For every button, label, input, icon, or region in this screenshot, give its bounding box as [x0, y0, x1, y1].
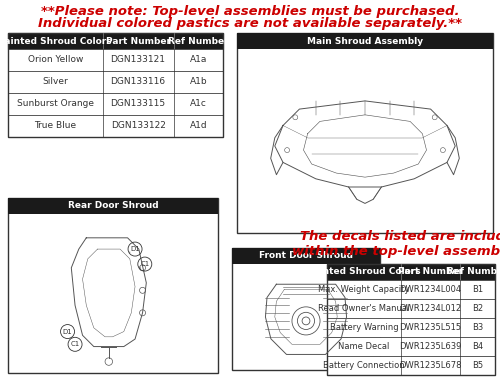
Text: Rear Door Shroud: Rear Door Shroud	[68, 202, 158, 210]
Bar	[8, 198, 218, 214]
Text: Ref Number: Ref Number	[168, 36, 228, 45]
Bar	[327, 280, 495, 299]
Text: DWR1234L004: DWR1234L004	[400, 285, 462, 294]
Text: Name Decal: Name Decal	[338, 342, 390, 351]
Text: B3: B3	[472, 323, 483, 332]
Bar	[8, 33, 223, 137]
Text: Silver: Silver	[42, 77, 68, 86]
Text: DWR1235L515: DWR1235L515	[400, 323, 462, 332]
Text: DWR1235L639: DWR1235L639	[399, 342, 462, 351]
Text: D1: D1	[62, 329, 72, 335]
Text: within the top-level assemblies.: within the top-level assemblies.	[292, 246, 500, 258]
Text: A1d: A1d	[190, 122, 207, 130]
Text: Individual colored pastics are not available separately.**: Individual colored pastics are not avail…	[38, 17, 462, 30]
Text: Painted Shroud Colors: Painted Shroud Colors	[0, 36, 112, 45]
Text: Battery Warning: Battery Warning	[330, 323, 398, 332]
Bar	[327, 318, 495, 337]
Text: C1: C1	[70, 341, 80, 347]
Text: True Blue: True Blue	[34, 122, 76, 130]
Bar	[237, 33, 493, 49]
Text: DGN133121: DGN133121	[110, 55, 166, 64]
Text: A1a: A1a	[190, 55, 207, 64]
Text: DWR1235L678: DWR1235L678	[399, 361, 462, 370]
Bar	[8, 115, 223, 137]
Text: Read Owner's Manual: Read Owner's Manual	[318, 304, 410, 313]
Text: Ref Number: Ref Number	[447, 268, 500, 277]
Text: B5: B5	[472, 361, 483, 370]
Text: C1: C1	[140, 261, 149, 267]
Text: A1c: A1c	[190, 100, 206, 108]
Bar	[327, 337, 495, 356]
Bar	[8, 93, 223, 115]
Text: B4: B4	[472, 342, 483, 351]
Text: Painted Shroud Colors: Painted Shroud Colors	[307, 268, 421, 277]
Text: Part Number: Part Number	[398, 268, 463, 277]
Bar	[327, 264, 495, 375]
Text: Max. Weight Capacity: Max. Weight Capacity	[318, 285, 410, 294]
Text: Sunburst Orange: Sunburst Orange	[17, 100, 94, 108]
Text: A1b: A1b	[190, 77, 207, 86]
Bar	[8, 71, 223, 93]
Text: Main Shroud Assembly: Main Shroud Assembly	[307, 36, 423, 45]
Bar	[8, 33, 223, 49]
Bar	[237, 33, 493, 233]
Text: DWR1234L012: DWR1234L012	[400, 304, 462, 313]
Text: The decals listed are included: The decals listed are included	[300, 230, 500, 243]
Text: Front Door Shroud: Front Door Shroud	[259, 252, 353, 260]
Text: B2: B2	[472, 304, 483, 313]
Bar	[232, 248, 380, 264]
Text: DGN133122: DGN133122	[110, 122, 166, 130]
Bar	[327, 264, 495, 280]
Bar	[8, 49, 223, 71]
Text: Orion Yellow: Orion Yellow	[28, 55, 83, 64]
Bar	[8, 198, 218, 373]
Text: DGN133116: DGN133116	[110, 77, 166, 86]
Text: Part Number: Part Number	[106, 36, 170, 45]
Text: B1: B1	[472, 285, 483, 294]
Text: D1: D1	[130, 246, 140, 252]
Text: **Please note: Top-level assemblies must be purchased.: **Please note: Top-level assemblies must…	[41, 5, 459, 17]
Bar	[232, 248, 380, 370]
Text: Battery Connection: Battery Connection	[323, 361, 405, 370]
Text: DGN133115: DGN133115	[110, 100, 166, 108]
Bar	[327, 356, 495, 375]
Bar	[327, 299, 495, 318]
